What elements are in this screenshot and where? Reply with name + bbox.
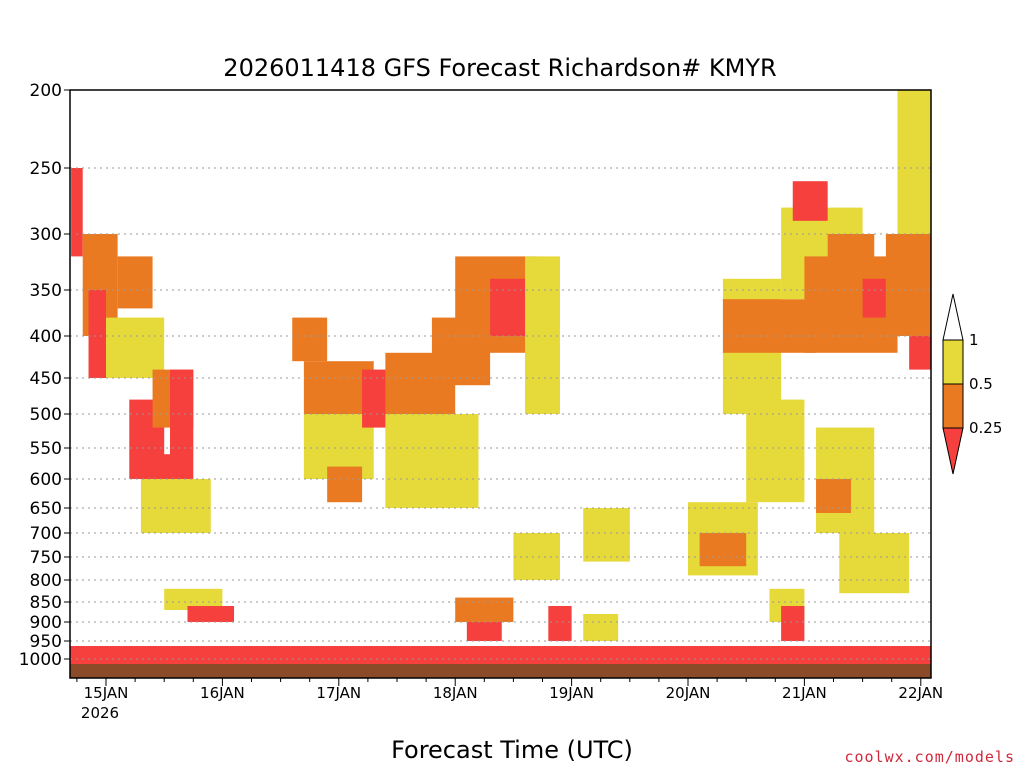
ri-cell-21 [490,278,526,336]
ytick-label: 600 [30,470,62,490]
xtick-label: 17JAN [316,684,361,702]
ri-cell-40 [909,336,931,370]
ground-band [70,664,931,678]
ytick-label: 650 [30,499,62,519]
legend-label: 0.5 [969,375,993,393]
ri-cell-28 [583,614,619,641]
chart-title: 2026011418 GFS Forecast Richardson# KMYR [223,54,776,82]
ytick-label: 950 [30,632,62,652]
ytick-label: 250 [30,159,62,179]
ri-cell-10 [164,588,223,610]
ri-cell-35 [792,181,828,221]
legend-swatch-mid-high [942,339,964,385]
ri-cell-12 [292,317,328,362]
ri-cell-33 [746,399,805,503]
ri-cell-26 [548,606,572,641]
ri-cell-30 [699,533,747,567]
legend-swatch-mid [942,383,964,429]
ytick-label: 450 [30,369,62,389]
x-axis-title: Forecast Time (UTC) [391,736,633,764]
x-axis-ticks: 15JAN 2026 16JAN 17JAN 18JAN 19JAN 20JAN 21JAN 2… [76,678,943,722]
ytick-label: 400 [30,327,62,347]
ri-cell-32 [722,299,817,353]
ytick-label: 350 [30,281,62,301]
xtick-label: 19JAN [549,684,594,702]
ri-cell-11 [187,606,235,622]
credit-text: coolwx.com/models [844,748,1015,766]
ytick-label: 500 [30,405,62,425]
ri-cell-8 [170,369,194,479]
xtick-label: 16JAN [200,684,245,702]
xtick-label: 18JAN [433,684,478,702]
ri-cell-39 [885,234,931,336]
ri-cell-38 [862,278,886,318]
surface-low-band [70,646,931,664]
color-legend: 1 0.5 0.25 [942,293,1002,475]
ri-cell-27 [583,508,630,562]
legend-label: 1 [969,331,979,349]
ytick-label: 850 [30,593,62,613]
ri-cell-18 [385,414,479,508]
ri-cell-9 [140,479,211,533]
richardson-cells [70,90,931,678]
legend-label: 0.25 [969,419,1002,437]
xtick-sublabel: 2026 [81,704,119,722]
ri-cell-4 [106,317,165,378]
xtick-label: 20JAN [666,684,711,702]
ytick-label: 700 [30,524,62,544]
ri-cell-0 [71,168,83,257]
legend-arrow-bottom [942,427,964,475]
ri-cell-44 [816,479,851,513]
ytick-label: 750 [30,548,62,568]
ri-cell-3 [117,256,153,309]
plot-frame [69,89,932,679]
ri-cell-24 [455,597,514,622]
ytick-label: 550 [30,439,62,459]
xtick-label: 21JAN [782,684,827,702]
xtick-label: 15JAN [84,684,129,702]
ytick-label: 800 [30,571,62,591]
legend-arrow-top [942,293,964,341]
xtick-label: 22JAN [898,684,943,702]
ri-cell-47 [781,606,805,641]
ri-cell-22 [525,256,560,414]
y-axis-ticks: 200 250 300 350 400 450 500 550 600 650 700 750 8008… [19,81,70,670]
ri-cell-2 [88,290,106,378]
ytick-label: 1000 [19,650,62,670]
ytick-label: 900 [30,613,62,633]
ri-cell-15 [327,466,363,503]
ri-cell-42 [897,90,931,234]
ri-cell-45 [839,533,910,594]
ytick-label: 200 [30,81,62,101]
ytick-label: 300 [30,225,62,245]
